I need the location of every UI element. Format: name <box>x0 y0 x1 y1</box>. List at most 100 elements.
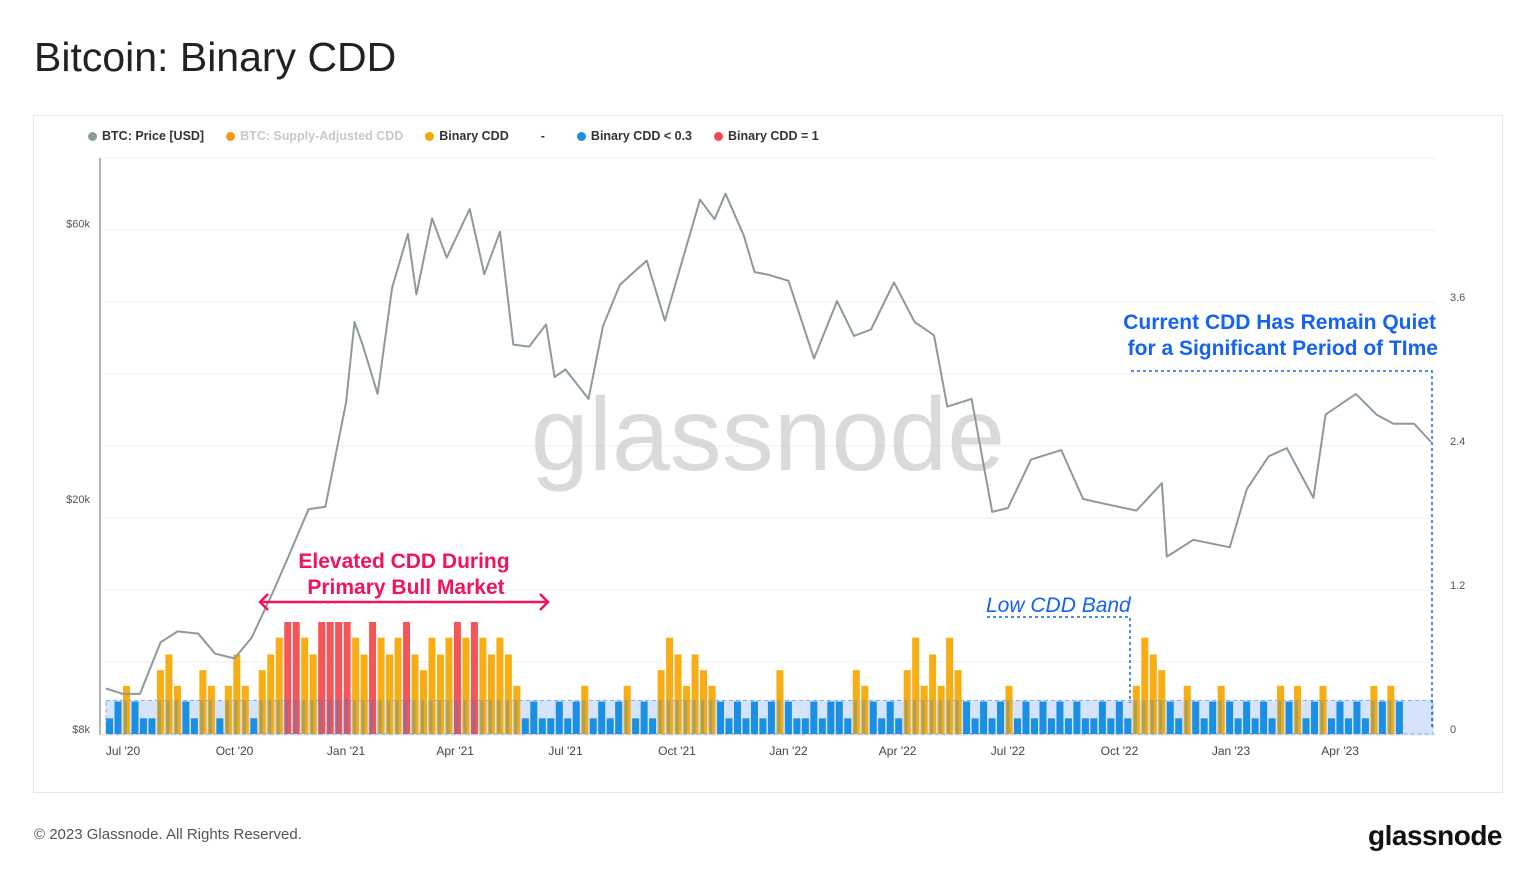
cdd-bar <box>275 637 283 734</box>
cdd-bar <box>233 654 241 734</box>
cdd-bar <box>844 718 852 734</box>
cdd-bar <box>199 670 207 734</box>
cdd-bar <box>1132 685 1140 734</box>
cdd-bar <box>852 670 860 734</box>
cdd-bar <box>1285 701 1293 734</box>
legend-item[interactable]: Binary CDD <box>425 129 509 143</box>
cdd-bar-low-overlay <box>471 700 475 734</box>
cdd-bar-low-overlay <box>463 700 467 734</box>
cdd-bar <box>318 622 326 734</box>
cdd-bar <box>114 701 122 734</box>
cdd-bar-low-overlay <box>1142 700 1146 734</box>
cdd-bar <box>963 701 971 734</box>
cdd-bar <box>335 622 343 734</box>
cdd-bar-low-overlay <box>675 700 679 734</box>
cdd-bar <box>1030 718 1038 734</box>
price-line <box>105 192 1432 695</box>
cdd-bar <box>742 718 750 734</box>
cdd-bar <box>292 622 300 734</box>
bull-annotation-line2: Primary Bull Market <box>307 576 504 599</box>
cdd-bar <box>971 718 979 734</box>
cdd-bar <box>929 654 937 734</box>
x-tick-label: Oct '22 <box>1101 744 1139 758</box>
cdd-bar <box>759 718 767 734</box>
cdd-bar-low-overlay <box>268 700 272 734</box>
cdd-bar <box>589 718 597 734</box>
cdd-bar-low-overlay <box>361 700 365 734</box>
cdd-bar <box>878 718 886 734</box>
x-tick-label: Jul '20 <box>106 744 141 758</box>
cdd-bar <box>216 718 224 734</box>
cdd-bar-low-overlay <box>124 700 127 734</box>
cdd-bar-low-overlay <box>225 700 229 734</box>
cdd-bar <box>1124 718 1132 734</box>
cdd-bar-low-overlay <box>310 700 314 734</box>
cdd-bar <box>1200 718 1208 734</box>
cdd-bar <box>386 654 394 734</box>
cdd-bar-low-overlay <box>200 700 204 734</box>
legend-item[interactable]: Binary CDD = 1 <box>714 129 819 143</box>
cdd-bar-low-overlay <box>777 700 781 734</box>
cdd-bar <box>598 701 606 734</box>
cdd-bar <box>767 701 775 734</box>
cdd-bar <box>420 670 428 734</box>
cdd-bar-low-overlay <box>505 700 509 734</box>
cdd-bar <box>1183 685 1191 734</box>
legend-item[interactable]: BTC: Supply-Adjusted CDD <box>226 129 403 143</box>
cdd-bar-low-overlay <box>930 700 934 734</box>
cdd-bar-low-overlay <box>429 700 433 734</box>
cdd-bar <box>1260 701 1268 734</box>
legend-dot-icon <box>88 131 97 141</box>
legend-item[interactable]: Binary CDD < 0.3 <box>576 129 692 143</box>
cdd-bar <box>691 654 699 734</box>
cdd-bar <box>1158 670 1166 734</box>
right-tick-label: 0 <box>1450 724 1456 736</box>
cdd-bar-low-overlay <box>404 700 408 734</box>
cdd-bar-low-overlay <box>1159 700 1163 734</box>
cdd-bar <box>700 670 708 734</box>
cdd-bar-low-overlay <box>955 700 959 734</box>
legend-label: Binary CDD = 1 <box>728 129 819 143</box>
cdd-bar <box>496 637 504 734</box>
cdd-bar <box>123 685 130 734</box>
cdd-bar-low-overlay <box>1184 700 1188 734</box>
x-tick-label: Apr '23 <box>1321 744 1359 758</box>
cdd-bar-low-overlay <box>302 700 306 734</box>
cdd-bar <box>1166 701 1174 734</box>
left-tick-label: $60k <box>66 218 90 230</box>
cdd-bar <box>1022 701 1030 734</box>
cdd-bar <box>1344 718 1352 734</box>
cdd-bar <box>564 718 572 734</box>
legend: BTC: Price [USD] BTC: Supply-Adjusted CDD… <box>88 129 819 143</box>
legend-label: BTC: Supply-Adjusted CDD <box>240 129 404 143</box>
cdd-bar <box>632 718 640 734</box>
annotations: Elevated CDD During Primary Bull Market Cu… <box>258 311 1438 729</box>
cdd-bar-low-overlay <box>624 700 628 734</box>
cdd-bar <box>1336 701 1344 734</box>
cdd-bar <box>547 718 555 734</box>
cdd-bar <box>343 622 351 734</box>
glassnode-logo[interactable]: glassnode <box>1368 820 1502 851</box>
cdd-bar <box>250 718 258 734</box>
cdd-bar <box>377 637 385 734</box>
cdd-bar-low-overlay <box>276 700 280 734</box>
legend-item[interactable]: BTC: Price [USD] <box>88 129 204 143</box>
quiet-annotation-line2: for a Significant Period of TIme <box>1128 337 1438 360</box>
cdd-bar-low-overlay <box>1388 700 1392 734</box>
cdd-bar <box>903 670 911 734</box>
cdd-bar <box>1361 718 1369 734</box>
cdd-bar <box>818 718 826 734</box>
cdd-bar <box>793 718 801 734</box>
cdd-bar-low-overlay <box>488 700 492 734</box>
cdd-bar <box>139 718 147 734</box>
legend-dot-icon <box>425 131 435 141</box>
cdd-bar <box>106 718 114 734</box>
cdd-bar-low-overlay <box>1278 700 1282 734</box>
cdd-bar-low-overlay <box>370 700 374 734</box>
legend-item[interactable]: - <box>541 129 545 143</box>
cdd-bar-low-overlay <box>904 700 908 734</box>
cdd-bar <box>946 637 954 734</box>
watermark: glassnode <box>531 377 1005 493</box>
cdd-bar <box>615 701 623 734</box>
copyright: © 2023 Glassnode. All Rights Reserved. <box>34 826 302 843</box>
